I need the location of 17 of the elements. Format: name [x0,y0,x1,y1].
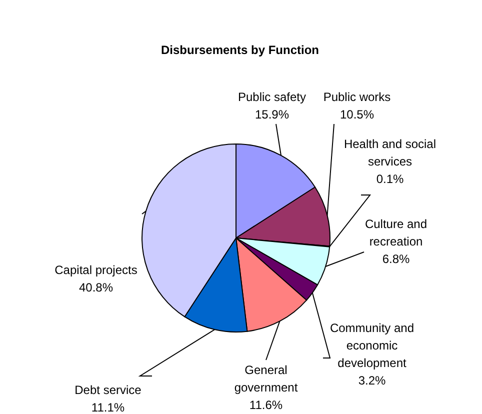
slice-label: Public safety [238,90,306,104]
data-label: 10.5% [340,108,374,122]
data-label: 11.1% [91,400,125,414]
data-label: 40.8% [78,280,114,294]
data-label: 0.1% [376,172,404,186]
chart-title: Disbursements by Function [160,43,320,57]
data-label: 11.6% [249,398,283,412]
slice-label: Public works [323,90,391,104]
slice-label: Capital projects [54,263,138,277]
slice-label: Health and social services [344,137,436,168]
data-label: 3.2% [358,374,386,388]
slice-label: Debt service [74,383,142,397]
slice-label: General government [234,363,298,394]
data-label: 6.8% [382,252,410,266]
data-label: 15.9% [254,108,290,122]
slice-label: Culture and recreation [364,217,428,248]
slice-label: Community and economic development [330,321,414,370]
